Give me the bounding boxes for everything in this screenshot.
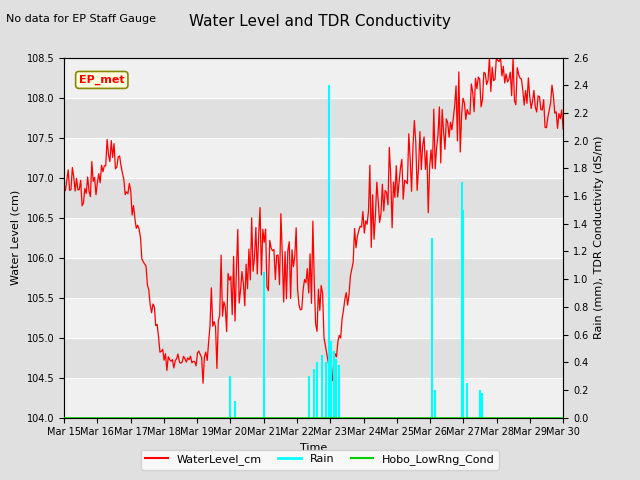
Bar <box>64 337 563 378</box>
Text: Water Level and TDR Conductivity: Water Level and TDR Conductivity <box>189 14 451 29</box>
Bar <box>64 178 563 217</box>
Bar <box>64 217 563 258</box>
Bar <box>64 97 563 138</box>
Legend: WaterLevel_cm, Rain, Hobo_LowRng_Cond: WaterLevel_cm, Rain, Hobo_LowRng_Cond <box>141 450 499 469</box>
Bar <box>64 298 563 337</box>
X-axis label: Time: Time <box>300 443 327 453</box>
Text: EP_met: EP_met <box>79 75 125 85</box>
Text: No data for EP Staff Gauge: No data for EP Staff Gauge <box>6 14 156 24</box>
Bar <box>64 378 563 418</box>
Bar <box>64 258 563 298</box>
Bar <box>64 58 563 97</box>
Y-axis label: Rain (mm), TDR Conductivity (dS/m): Rain (mm), TDR Conductivity (dS/m) <box>594 136 604 339</box>
Y-axis label: Water Level (cm): Water Level (cm) <box>11 190 21 285</box>
Bar <box>64 138 563 178</box>
